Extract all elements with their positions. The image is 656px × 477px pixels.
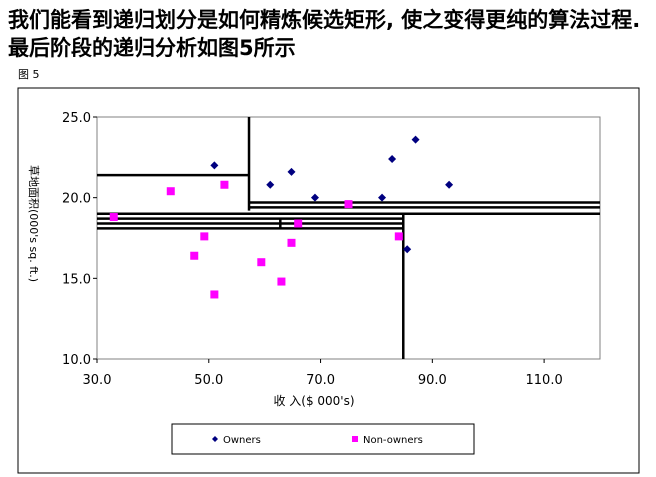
point-owners <box>210 161 219 170</box>
y-axis-label: 草地面积(000's sq. ft.) <box>27 165 40 282</box>
point-owners <box>266 180 275 189</box>
x-tick-label: 110.0 <box>526 373 563 388</box>
point-non-owners <box>200 232 209 241</box>
figure-frame <box>17 87 640 474</box>
x-axis-label: 收 入($ 000's) <box>273 394 354 408</box>
point-non-owners <box>344 200 353 209</box>
y-tick-label: 15.0 <box>62 272 91 287</box>
axis-ticks: 30.0 50.0 70.0 90.0 110.0 10.0 15.0 20.0 25.0 <box>62 111 563 388</box>
point-owners <box>411 135 420 144</box>
point-non-owners <box>210 290 219 299</box>
legend-label-owners: Owners <box>223 435 261 446</box>
x-tick-label: 90.0 <box>418 373 447 388</box>
y-tick-label: 10.0 <box>62 353 91 368</box>
point-owners <box>378 193 387 202</box>
x-tick-label: 30.0 <box>83 373 112 388</box>
point-non-owners <box>190 251 199 260</box>
x-tick-label: 70.0 <box>306 373 335 388</box>
legend-marker-non-owners <box>352 436 358 442</box>
legend: Owners Non-owners <box>212 435 423 446</box>
point-owners <box>388 154 397 163</box>
point-non-owners <box>394 232 403 241</box>
point-owners <box>445 180 454 189</box>
y-tick-label: 20.0 <box>62 192 91 207</box>
point-non-owners <box>287 238 296 247</box>
legend-box <box>171 423 475 455</box>
point-non-owners <box>277 277 286 286</box>
split-lines <box>97 117 600 359</box>
plot-area <box>96 116 601 360</box>
point-non-owners <box>257 258 266 267</box>
legend-label-non-owners: Non-owners <box>363 435 423 446</box>
point-non-owners <box>109 213 118 222</box>
figure-label: 图 5 <box>18 68 40 81</box>
legend-marker-owners <box>212 436 218 442</box>
point-non-owners <box>220 180 229 189</box>
point-owners <box>403 245 412 254</box>
point-non-owners <box>294 219 303 228</box>
x-tick-label: 50.0 <box>194 373 223 388</box>
point-owners <box>287 167 296 176</box>
point-non-owners <box>166 187 175 196</box>
point-owners <box>310 193 319 202</box>
slide-heading: 我们能看到递归划分是如何精炼候选矩形, 使之变得更纯的算法过程. 最后阶段的递归… <box>8 8 641 60</box>
data-points <box>109 135 454 299</box>
y-tick-label: 25.0 <box>62 111 91 126</box>
